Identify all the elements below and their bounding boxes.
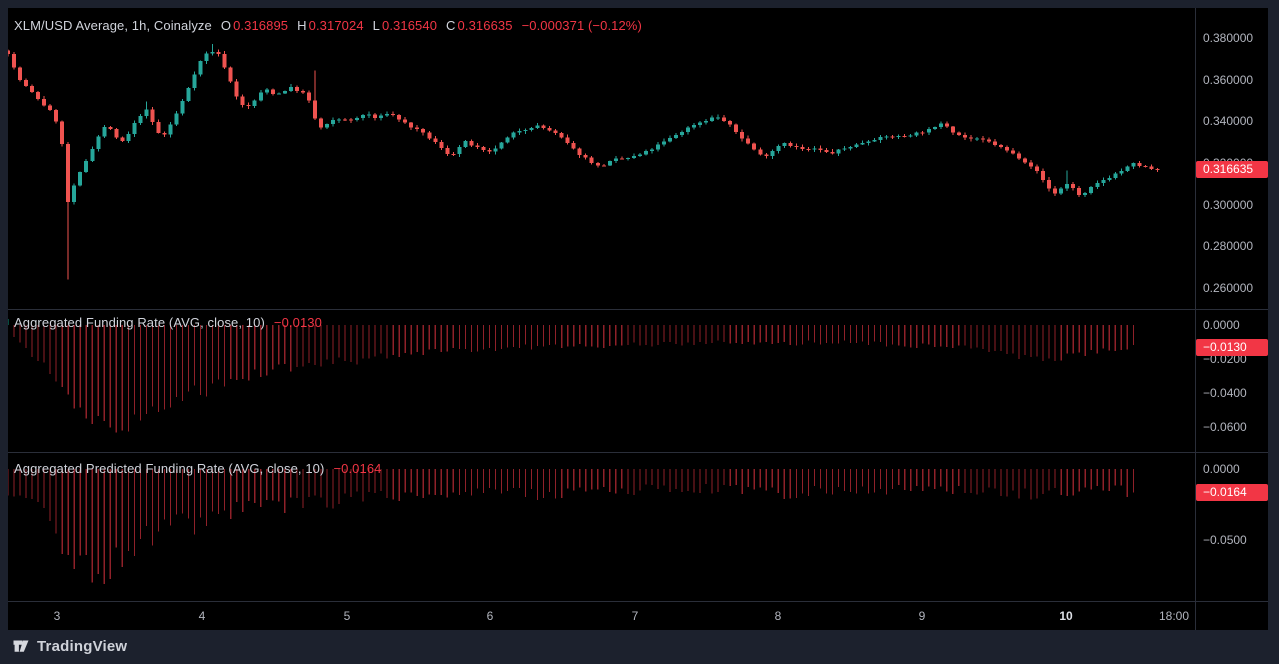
time-tick-label: 3 xyxy=(53,609,61,623)
axis-tick-label: 0.0000 xyxy=(1203,317,1240,332)
current-funding-label: −0.0130 xyxy=(1196,338,1268,356)
symbol-legend: XLM/USD Average, 1h, Coinalyze O 0.31689… xyxy=(14,18,642,33)
current-predicted-funding-label: −0.0164 xyxy=(1196,483,1268,501)
axis-tick-label: 0.340000 xyxy=(1203,114,1254,129)
low-value: 0.316540 xyxy=(382,18,438,33)
time-scale[interactable]: 3 4 5 6 7 8 9 10 18:00 xyxy=(8,602,1195,630)
tradingview-logo-icon xyxy=(13,640,29,652)
axis-tick-label: 0.0000 xyxy=(1203,462,1240,477)
predicted-funding-title: Aggregated Predicted Funding Rate (AVG, … xyxy=(14,461,325,476)
predicted-funding-legend: Aggregated Predicted Funding Rate (AVG, … xyxy=(14,461,382,476)
tradingview-attribution[interactable]: TradingView xyxy=(12,635,127,657)
time-tick-label: 7 xyxy=(631,609,639,623)
axis-tick-label: −0.0400 xyxy=(1203,385,1247,400)
funding-legend: Aggregated Funding Rate (AVG, close, 10)… xyxy=(14,315,322,330)
high-label: H xyxy=(297,18,307,33)
time-tick-label: 6 xyxy=(486,609,494,623)
close-label: C xyxy=(446,18,456,33)
time-tick-label: 4 xyxy=(198,609,206,623)
tradingview-brand-text: TradingView xyxy=(37,637,128,655)
funding-value: −0.0130 xyxy=(273,315,322,330)
close-value: 0.316635 xyxy=(457,18,513,33)
time-tick-label: 9 xyxy=(918,609,926,623)
price-scale[interactable]: 0.3800000.3600000.3400000.3200000.300000… xyxy=(1196,8,1268,309)
funding-scale[interactable]: 0.0000 −0.0200 −0.0400 −0.0600 xyxy=(1196,310,1268,452)
time-axis-separator xyxy=(8,601,1268,602)
time-tick-label: 5 xyxy=(343,609,351,623)
axis-tick-label: −0.0500 xyxy=(1203,532,1247,547)
symbol-title: XLM/USD Average, 1h, Coinalyze xyxy=(14,18,212,33)
panel-separator[interactable] xyxy=(8,309,1268,310)
axis-tick-label: 0.360000 xyxy=(1203,72,1254,87)
axis-tick-label: 0.280000 xyxy=(1203,239,1254,254)
current-price-label: 0.316635 xyxy=(1196,161,1268,179)
high-value: 0.317024 xyxy=(308,18,364,33)
low-label: L xyxy=(372,18,380,33)
panel-separator[interactable] xyxy=(8,452,1268,453)
time-tick-label: 18:00 xyxy=(1158,609,1190,623)
axis-tick-label: −0.0600 xyxy=(1203,420,1247,434)
axis-tick-label: 0.300000 xyxy=(1203,197,1254,212)
axis-tick-label: 0.260000 xyxy=(1203,280,1254,295)
change-value: −0.000371 (−0.12%) xyxy=(521,18,642,33)
predicted-funding-rate-histogram[interactable] xyxy=(8,453,1195,601)
time-tick-label: 8 xyxy=(774,609,782,623)
price-scale-separator xyxy=(1195,8,1196,630)
axis-tick-label: 0.380000 xyxy=(1203,30,1254,45)
predicted-funding-value: −0.0164 xyxy=(333,461,382,476)
open-value: 0.316895 xyxy=(233,18,289,33)
predicted-funding-scale[interactable]: 0.0000 −0.0500 xyxy=(1196,453,1268,601)
funding-rate-histogram[interactable] xyxy=(8,310,1195,452)
price-candlestick-chart[interactable] xyxy=(8,8,1195,309)
open-label: O xyxy=(220,18,232,33)
funding-title: Aggregated Funding Rate (AVG, close, 10) xyxy=(14,315,265,330)
chart-background xyxy=(8,8,1268,630)
time-tick-label: 10 xyxy=(1059,609,1073,623)
